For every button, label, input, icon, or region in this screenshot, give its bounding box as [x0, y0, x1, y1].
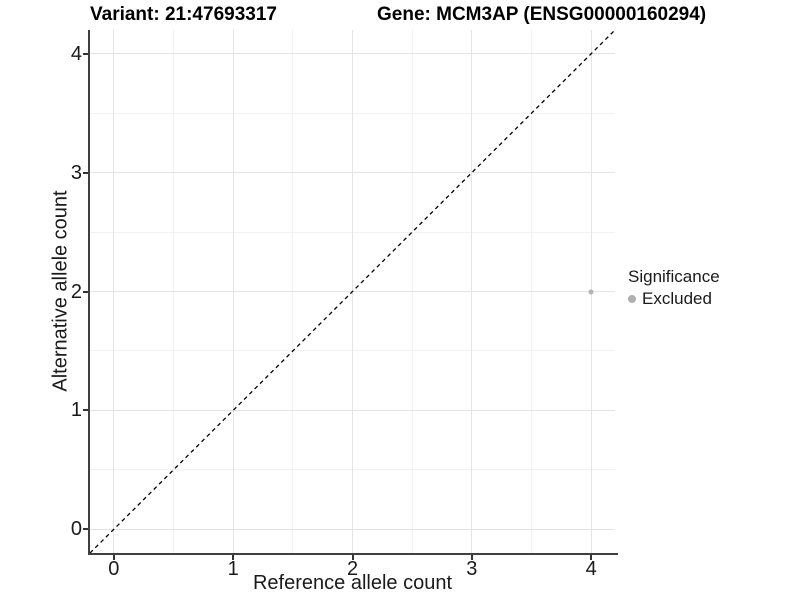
- identity-line-layer: [90, 30, 615, 553]
- y-tick-label: 2: [70, 280, 82, 303]
- gridline-major-h: [90, 53, 615, 55]
- gridline-major-h: [90, 172, 615, 174]
- gene-title: Gene: MCM3AP (ENSG00000160294): [377, 4, 707, 25]
- y-tick-mark: [83, 409, 88, 412]
- y-tick-label: 4: [70, 42, 82, 65]
- x-tick-mark: [112, 555, 115, 560]
- plot-panel: [90, 30, 615, 553]
- gridline-major-h: [90, 528, 615, 530]
- x-tick-label: 0: [108, 558, 120, 580]
- y-axis-title: Alternative allele count: [49, 190, 72, 392]
- x-axis-line: [88, 553, 618, 555]
- y-tick-mark: [83, 171, 88, 174]
- legend-title: Significance: [628, 267, 720, 286]
- x-axis-title: Reference allele count: [252, 572, 452, 594]
- y-tick-mark: [83, 290, 88, 293]
- x-tick-label: 2: [346, 558, 359, 580]
- excluded-point-swatch-icon: [628, 295, 636, 303]
- identity-line: [90, 30, 615, 553]
- variant-title: Variant: 21:47693317: [90, 4, 277, 25]
- y-tick-label: 1: [70, 399, 82, 422]
- x-tick-mark: [590, 555, 593, 560]
- x-tick-mark: [351, 555, 354, 560]
- legend-item-label: Excluded: [642, 289, 712, 308]
- data-point: [588, 289, 594, 294]
- x-tick-mark: [470, 555, 473, 560]
- y-axis-line: [88, 30, 90, 555]
- legend-item-excluded: Excluded: [628, 289, 720, 309]
- x-tick-mark: [232, 555, 235, 560]
- y-tick-mark: [83, 52, 88, 55]
- gridline-major-h: [90, 409, 615, 411]
- y-tick-label: 3: [70, 161, 82, 184]
- y-tick-mark: [83, 528, 88, 531]
- x-tick-label: 1: [227, 558, 239, 580]
- x-tick-label: 3: [466, 558, 478, 580]
- legend: Significance Excluded: [628, 266, 720, 309]
- x-tick-label: 4: [585, 558, 597, 580]
- y-tick-label: 0: [70, 518, 82, 541]
